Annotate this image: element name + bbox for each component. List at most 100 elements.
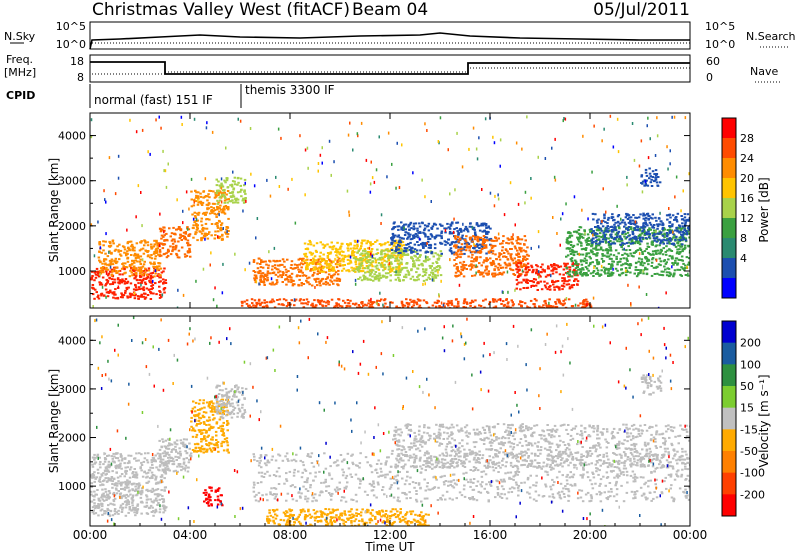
power-noise-cell xyxy=(166,186,168,189)
power-scatter-cell xyxy=(227,187,230,189)
power-scatter-cell xyxy=(293,304,296,306)
power-scatter-cell xyxy=(623,226,626,228)
power-scatter-cell xyxy=(355,258,358,260)
velocity-scatter-cell xyxy=(122,488,125,490)
power-noise-cell xyxy=(584,232,586,235)
velocity-scatter-cell xyxy=(99,481,102,483)
power-scatter-cell xyxy=(662,253,665,255)
power-noise-cell xyxy=(329,140,331,143)
power-scatter-cell xyxy=(172,246,175,248)
power-scatter-cell xyxy=(590,272,593,274)
power-scatter-cell xyxy=(153,275,156,277)
power-scatter-cell xyxy=(388,268,391,270)
power-scatter-cell xyxy=(314,267,317,269)
power-scatter-cell xyxy=(376,249,379,251)
velocity-scatter-cell xyxy=(128,489,131,491)
power-noise-cell xyxy=(238,118,240,121)
power-scatter-cell xyxy=(93,279,96,281)
velocity-scatter-cell xyxy=(125,473,128,475)
power-scatter-cell xyxy=(626,259,629,261)
power-scatter-cell xyxy=(191,214,194,216)
power-noise-cell xyxy=(110,266,112,269)
power-scatter-cell xyxy=(223,212,226,214)
power-scatter-cell xyxy=(374,258,377,260)
power-scatter-cell xyxy=(632,231,635,233)
power-scatter-cell xyxy=(519,256,522,258)
power-scatter-cell xyxy=(627,245,630,247)
power-scatter-cell xyxy=(524,274,527,276)
power-scatter-cell xyxy=(644,219,647,221)
power-noise-cell xyxy=(395,271,397,274)
power-scatter-cell xyxy=(662,235,665,237)
velocity-scatter-cell xyxy=(140,513,143,515)
power-scatter-cell xyxy=(459,271,462,273)
power-scatter-cell xyxy=(422,242,425,244)
power-scatter-cell xyxy=(465,264,468,266)
power-scatter-cell xyxy=(102,271,105,273)
power-scatter-cell xyxy=(535,272,538,274)
power-scatter-cell xyxy=(431,228,434,230)
power-scatter-cell xyxy=(656,185,659,187)
power-scatter-cell xyxy=(119,273,122,275)
power-ytick-label: 4000 xyxy=(58,130,86,143)
power-noise-cell xyxy=(548,302,550,305)
power-scatter-cell xyxy=(369,241,372,243)
power-scatter-cell xyxy=(595,240,598,242)
power-scatter-cell xyxy=(168,227,171,229)
velocity-scatter-cell xyxy=(154,455,157,457)
power-scatter-cell xyxy=(232,202,235,204)
power-scatter-cell xyxy=(655,244,658,246)
power-scatter-cell xyxy=(437,254,440,256)
power-noise-cell xyxy=(646,293,648,296)
power-scatter-cell xyxy=(540,266,543,268)
power-scatter-cell xyxy=(681,243,684,245)
power-scatter-cell xyxy=(650,217,653,219)
power-scatter-cell xyxy=(651,226,654,228)
power-scatter-cell xyxy=(139,273,142,275)
power-noise-cell xyxy=(206,126,208,129)
power-scatter-cell xyxy=(467,256,470,258)
velocity-scatter-cell xyxy=(96,476,99,478)
power-scatter-cell xyxy=(114,294,117,296)
power-scatter-cell xyxy=(615,258,618,260)
power-scatter-cell xyxy=(529,280,532,282)
power-scatter-cell xyxy=(233,181,236,183)
power-scatter-cell xyxy=(257,267,260,269)
power-scatter-cell xyxy=(344,255,347,257)
power-scatter-cell xyxy=(630,228,633,230)
power-scatter-cell xyxy=(650,175,653,177)
power-noise-cell xyxy=(667,168,669,171)
power-scatter-cell xyxy=(374,266,377,268)
power-scatter-cell xyxy=(635,266,638,268)
power-noise-cell xyxy=(232,171,234,174)
power-scatter-cell xyxy=(634,273,637,275)
power-scatter-cell xyxy=(299,258,302,260)
nsky-panel: N.Sky 10^5 10^0 10^5 10^0 N.Search xyxy=(4,20,796,51)
velocity-scatter-cell xyxy=(132,499,135,501)
power-scatter-cell xyxy=(598,235,601,237)
power-scatter-cell xyxy=(332,246,335,248)
power-scatter-cell xyxy=(678,253,681,255)
velocity-scatter-cell xyxy=(101,474,104,476)
velocity-scatter-cell xyxy=(97,514,100,516)
power-scatter-cell xyxy=(105,289,108,291)
power-scatter-cell xyxy=(102,249,105,251)
power-noise-cell xyxy=(530,197,532,200)
power-scatter-cell xyxy=(641,183,644,185)
power-scatter-cell xyxy=(561,277,564,279)
power-scatter-cell xyxy=(408,304,411,306)
velocity-scatter-cell xyxy=(129,494,132,496)
nsky-right-tick-top: 10^5 xyxy=(705,20,735,33)
power-noise-cell xyxy=(165,169,167,172)
power-scatter-cell xyxy=(669,222,672,224)
power-scatter-cell xyxy=(327,252,330,254)
power-scatter-cell xyxy=(502,235,505,237)
power-scatter-cell xyxy=(387,255,390,257)
power-scatter-cell xyxy=(521,238,524,240)
power-scatter-cell xyxy=(322,244,325,246)
power-scatter-cell xyxy=(608,246,611,248)
power-scatter-cell xyxy=(509,248,512,250)
power-ylabel: Slant Range [km] xyxy=(47,158,61,262)
power-scatter-cell xyxy=(438,265,441,267)
power-scatter-cell xyxy=(606,252,609,254)
